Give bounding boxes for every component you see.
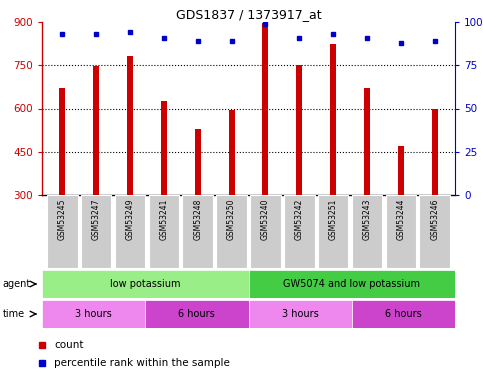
Bar — [419, 195, 450, 268]
Bar — [248, 300, 352, 328]
Text: GSM53246: GSM53246 — [430, 199, 439, 240]
Title: GDS1837 / 1373917_at: GDS1837 / 1373917_at — [176, 8, 321, 21]
Bar — [149, 195, 179, 268]
Bar — [284, 195, 314, 268]
Text: GSM53244: GSM53244 — [397, 199, 405, 240]
Text: percentile rank within the sample: percentile rank within the sample — [54, 358, 230, 368]
Text: 6 hours: 6 hours — [179, 309, 215, 319]
Bar — [432, 110, 438, 195]
Bar — [228, 110, 235, 195]
Text: low potassium: low potassium — [110, 279, 181, 289]
Bar — [47, 195, 78, 268]
Text: 3 hours: 3 hours — [75, 309, 112, 319]
Text: GSM53248: GSM53248 — [193, 199, 202, 240]
Bar — [59, 88, 65, 195]
Bar — [115, 195, 145, 268]
Bar — [385, 195, 416, 268]
Bar — [318, 195, 348, 268]
Bar — [127, 56, 133, 195]
Text: GW5074 and low potassium: GW5074 and low potassium — [283, 279, 420, 289]
Bar — [248, 270, 455, 298]
Text: GSM53242: GSM53242 — [295, 199, 304, 240]
Bar — [352, 195, 382, 268]
Text: GSM53251: GSM53251 — [328, 199, 338, 240]
Bar — [250, 195, 281, 268]
Bar — [183, 195, 213, 268]
Bar — [42, 300, 145, 328]
Bar — [364, 88, 370, 195]
Text: 6 hours: 6 hours — [385, 309, 422, 319]
Bar — [161, 101, 167, 195]
Bar — [398, 146, 404, 195]
Text: GSM53250: GSM53250 — [227, 199, 236, 240]
Bar — [352, 300, 455, 328]
Text: time: time — [2, 309, 25, 319]
Text: GSM53245: GSM53245 — [58, 199, 67, 240]
Text: agent: agent — [2, 279, 30, 289]
Bar — [216, 195, 247, 268]
Text: count: count — [54, 340, 84, 350]
Bar — [81, 195, 112, 268]
Bar — [195, 129, 201, 195]
Bar — [145, 300, 248, 328]
Bar — [93, 66, 99, 195]
Bar — [330, 44, 336, 195]
Text: GSM53247: GSM53247 — [92, 199, 100, 240]
Bar — [42, 270, 248, 298]
Text: GSM53249: GSM53249 — [126, 199, 135, 240]
Bar — [262, 24, 269, 195]
Text: GSM53243: GSM53243 — [362, 199, 371, 240]
Text: GSM53240: GSM53240 — [261, 199, 270, 240]
Text: 3 hours: 3 hours — [282, 309, 318, 319]
Bar — [296, 64, 302, 195]
Text: GSM53241: GSM53241 — [159, 199, 169, 240]
